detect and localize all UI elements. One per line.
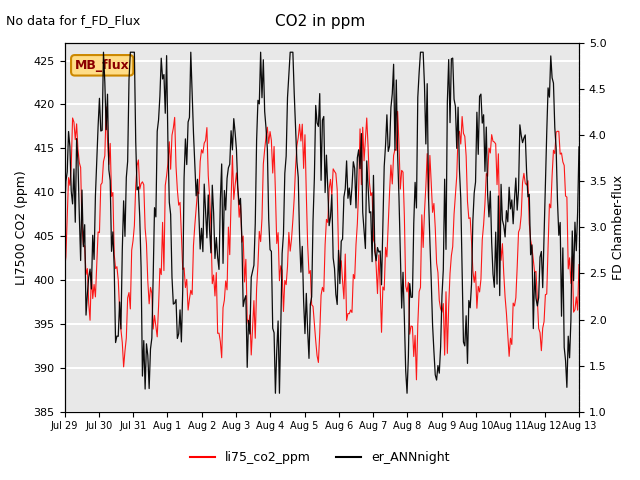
Text: CO2 in ppm: CO2 in ppm — [275, 14, 365, 29]
Text: No data for f_FD_Flux: No data for f_FD_Flux — [6, 14, 141, 27]
Text: MB_flux: MB_flux — [75, 59, 129, 72]
Legend: li75_co2_ppm, er_ANNnight: li75_co2_ppm, er_ANNnight — [186, 446, 454, 469]
Y-axis label: FD Chamber-flux: FD Chamber-flux — [612, 175, 625, 280]
Y-axis label: LI7500 CO2 (ppm): LI7500 CO2 (ppm) — [15, 170, 28, 285]
